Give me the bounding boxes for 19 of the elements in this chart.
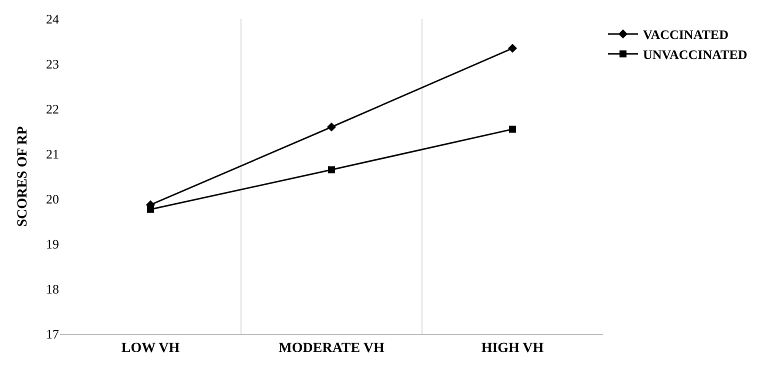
y-tick-label: 23	[46, 56, 59, 72]
point	[508, 44, 518, 53]
legend-label: UNVACCINATED	[643, 46, 748, 62]
y-tick-label: 19	[46, 236, 59, 252]
y-tick-label: 21	[46, 146, 59, 162]
y-tick-label: 18	[46, 282, 59, 297]
y-tick-label: 17	[46, 326, 60, 342]
x-tick-label: HIGH VH	[481, 340, 544, 356]
point	[147, 206, 154, 213]
legend-label: VACCINATED	[643, 27, 728, 42]
x-tick-label: MODERATE VH	[278, 340, 384, 356]
point	[328, 166, 335, 174]
y-tick-label: 20	[46, 192, 59, 207]
y-tick-label: 22	[46, 102, 59, 117]
point	[326, 122, 336, 132]
x-tick-label: LOW VH	[121, 340, 180, 356]
y-tick-label: 24	[46, 12, 60, 27]
y-axis-title: SCORES OF RP	[16, 126, 31, 227]
point	[509, 126, 516, 133]
